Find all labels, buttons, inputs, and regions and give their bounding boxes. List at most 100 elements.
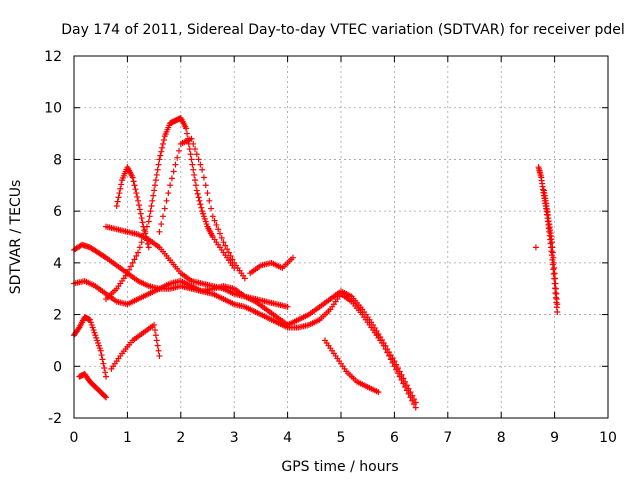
data-point	[192, 182, 199, 189]
data-point	[160, 140, 166, 147]
data-point	[382, 343, 389, 350]
data-point	[153, 337, 160, 344]
x-tick-label: 3	[230, 430, 239, 446]
data-point	[218, 234, 225, 241]
data-point	[133, 252, 140, 259]
data-point	[378, 336, 385, 343]
data-point	[135, 197, 142, 204]
data-point	[224, 246, 231, 253]
data-point	[204, 190, 211, 197]
data-point	[101, 253, 108, 260]
data-point	[156, 352, 163, 359]
data-point	[200, 174, 207, 181]
data-points	[71, 115, 561, 411]
data-point	[151, 321, 158, 328]
data-point	[146, 213, 153, 220]
data-point	[176, 147, 183, 154]
data-point	[145, 218, 152, 225]
data-point	[102, 369, 109, 376]
data-point	[160, 213, 166, 220]
data-point	[192, 146, 199, 153]
series-spike-1	[113, 164, 152, 251]
data-point	[375, 330, 382, 337]
data-point	[394, 365, 401, 372]
data-point	[140, 223, 147, 230]
data-point	[158, 148, 165, 155]
data-point	[131, 256, 138, 263]
data-point	[157, 152, 164, 159]
data-point	[184, 130, 191, 137]
data-point	[284, 303, 291, 310]
data-point	[144, 240, 151, 247]
data-point	[165, 190, 172, 197]
data-point	[167, 182, 174, 189]
data-point	[197, 161, 204, 168]
data-point	[554, 301, 561, 308]
y-tick-label: 0	[53, 359, 62, 375]
x-tick-label: 6	[390, 430, 399, 446]
series-tail-a	[321, 337, 382, 396]
y-tick-label: -2	[48, 411, 62, 427]
data-point	[552, 280, 559, 287]
data-point	[398, 371, 405, 378]
data-point	[156, 156, 163, 163]
data-point	[160, 137, 167, 144]
data-point	[373, 327, 380, 334]
data-point	[155, 347, 162, 354]
data-point	[172, 161, 179, 168]
data-point	[220, 239, 227, 246]
series-low-arc	[71, 314, 110, 380]
data-point	[103, 394, 110, 401]
data-point	[400, 375, 407, 382]
data-point	[194, 190, 201, 197]
data-point	[225, 249, 232, 256]
data-point	[389, 355, 396, 362]
data-point	[156, 228, 163, 235]
data-point	[551, 265, 558, 272]
data-point	[100, 360, 107, 367]
data-point	[145, 244, 152, 251]
x-tick-label: 9	[550, 430, 559, 446]
data-point	[133, 190, 140, 197]
data-point	[215, 226, 222, 233]
data-point	[149, 197, 156, 204]
data-point	[99, 356, 106, 363]
data-point	[195, 194, 202, 201]
data-point	[152, 177, 159, 184]
data-point	[132, 186, 139, 193]
data-point	[137, 210, 144, 217]
data-point	[371, 324, 378, 331]
y-axis-label: SDTVAR / TECUs	[8, 180, 24, 295]
y-tick-label: 10	[44, 101, 62, 117]
data-point	[377, 333, 384, 340]
data-point	[174, 154, 181, 161]
data-point	[211, 217, 218, 224]
x-tick-label: 2	[176, 430, 185, 446]
data-point	[550, 254, 557, 261]
data-point	[113, 202, 120, 209]
y-tick-label: 4	[53, 256, 62, 272]
data-point	[193, 187, 200, 194]
data-point	[198, 204, 205, 211]
data-point	[209, 213, 216, 220]
data-point	[158, 221, 165, 228]
series-segment-4h	[247, 254, 296, 277]
data-point	[183, 125, 190, 132]
data-point	[168, 175, 175, 182]
data-point	[135, 202, 142, 209]
data-point	[143, 234, 150, 240]
data-point	[147, 208, 154, 215]
data-point	[114, 198, 121, 205]
data-point	[552, 275, 559, 282]
x-tick-label: 4	[283, 430, 292, 446]
data-point	[550, 259, 557, 266]
data-point	[227, 252, 234, 259]
data-point	[151, 327, 158, 334]
data-point	[370, 321, 377, 328]
data-point	[136, 206, 143, 213]
data-point	[138, 215, 145, 222]
data-point	[139, 219, 146, 226]
data-point	[193, 151, 200, 158]
data-point	[154, 342, 161, 349]
